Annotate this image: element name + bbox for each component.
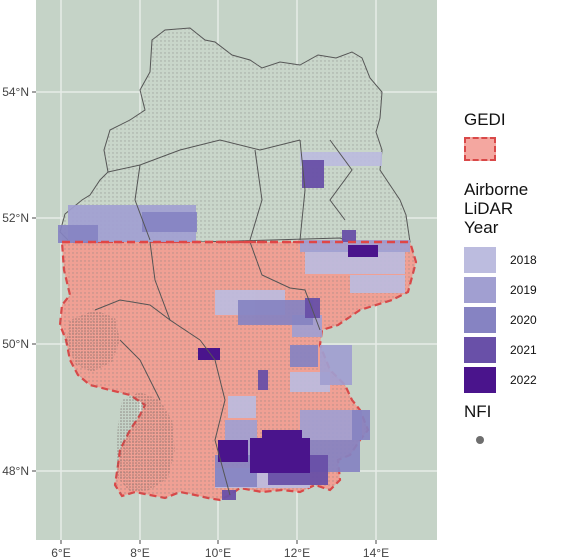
legend-gedi-title: GEDI: [464, 110, 506, 129]
legend-lidar-label: 2020: [510, 313, 537, 327]
legend-lidar-label: 2022: [510, 373, 537, 387]
x-tick-label-12e: 12°E: [284, 546, 310, 560]
legend-lidar-item: 2021: [464, 335, 575, 365]
legend-lidar-label: 2019: [510, 283, 537, 297]
x-tick-label-8e: 8°E: [130, 546, 149, 560]
dense-forest-palatinate: [66, 310, 120, 372]
state-borders: [94, 139, 353, 496]
legend-lidar-title-line2: Year: [464, 218, 499, 237]
legend-lidar-item: 2020: [464, 305, 575, 335]
legend-lidar-label: 2018: [510, 253, 537, 267]
legend-gedi: GEDI: [464, 110, 506, 161]
lidar-2022-tiles: [198, 245, 378, 473]
legend-lidar-swatch: [464, 307, 496, 333]
x-tick-label-14e: 14°E: [363, 546, 389, 560]
legend-lidar-item: 2022: [464, 365, 575, 395]
y-tick-label-48n: 48°N: [2, 464, 29, 478]
x-tick-label-10e: 10°E: [205, 546, 231, 560]
legend-lidar-swatch: [464, 367, 496, 393]
legend-lidar-swatch: [464, 337, 496, 363]
legend-gedi-swatch: [464, 137, 496, 161]
legend-lidar-item: 2019: [464, 275, 575, 305]
legend-lidar-swatch: [464, 247, 496, 273]
y-tick-label-54n: 54°N: [2, 85, 29, 99]
legend-nfi: NFI: [464, 402, 491, 444]
legend-nfi-title: NFI: [464, 402, 492, 421]
legend-lidar-item: 2018: [464, 245, 575, 275]
legend-lidar-title-line1: Airborne LiDAR: [464, 180, 529, 218]
dense-forest-southwest: [116, 392, 175, 492]
legend-nfi-point: [476, 436, 484, 444]
tick-marks: [32, 91, 377, 544]
north-nfi-points: [60, 28, 410, 242]
legend-lidar: Airborne LiDAR Year 2018 2019 2020 2021 2022: [464, 180, 575, 395]
y-tick-label-50n: 50°N: [2, 337, 29, 351]
legend-lidar-swatch: [464, 277, 496, 303]
x-tick-label-6e: 6°E: [51, 546, 70, 560]
y-tick-label-52n: 52°N: [2, 211, 29, 225]
legend-lidar-label: 2021: [510, 343, 537, 357]
legend-lidar-items: 2018 2019 2020 2021 2022: [464, 245, 575, 395]
